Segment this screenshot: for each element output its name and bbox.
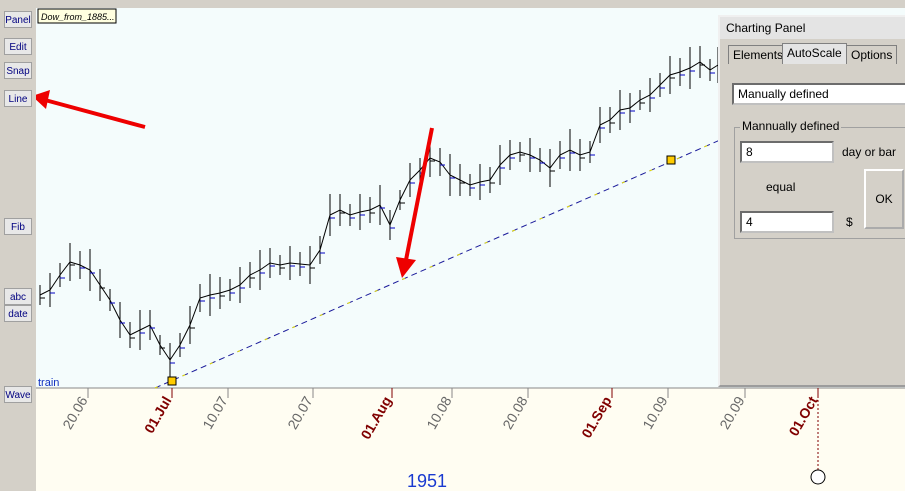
tool-button[interactable]: Fib bbox=[4, 218, 32, 235]
dropdown[interactable]: Manually defined bbox=[732, 83, 905, 105]
tab[interactable]: Options bbox=[846, 45, 898, 64]
tool-button[interactable]: Line bbox=[4, 90, 32, 107]
group-label: Mannually defined bbox=[740, 119, 842, 133]
panel-title: Charting Panel bbox=[720, 17, 905, 39]
arrow-head bbox=[396, 257, 416, 278]
train-label: train bbox=[38, 377, 59, 389]
year-label: 1951 bbox=[407, 471, 447, 491]
handle[interactable] bbox=[167, 376, 177, 386]
x-axis-area bbox=[36, 388, 905, 491]
tool-button[interactable]: Edit bbox=[4, 38, 32, 55]
tab[interactable] bbox=[37, 8, 117, 24]
ok-button[interactable]: OK bbox=[864, 169, 904, 229]
tool-button[interactable]: abc bbox=[4, 288, 32, 305]
arrow-head bbox=[32, 90, 50, 109]
left-toolbar bbox=[0, 8, 36, 491]
chart-tab[interactable]: Dow_from_1885... bbox=[41, 12, 115, 22]
clock-icon bbox=[810, 469, 826, 485]
charting-panel: Charting Panel Elements AutoScale Option… bbox=[718, 15, 905, 387]
top-toolbar bbox=[0, 0, 905, 8]
tool-button[interactable]: Snap bbox=[4, 62, 32, 79]
tool-button[interactable]: date bbox=[4, 305, 32, 322]
tool-button[interactable]: Wave bbox=[4, 386, 32, 403]
tool-button[interactable]: Panel bbox=[4, 11, 32, 28]
equal-label: equal bbox=[766, 180, 796, 194]
handle[interactable] bbox=[666, 155, 676, 165]
input[interactable]: 8 bbox=[740, 141, 834, 163]
arrow bbox=[404, 127, 434, 261]
price-bars bbox=[39, 46, 723, 377]
unit-label: day or bar bbox=[842, 145, 897, 159]
arrow bbox=[44, 98, 146, 129]
input[interactable]: 4 bbox=[740, 211, 834, 233]
tab[interactable]: Elements bbox=[728, 45, 789, 64]
unit-label: $ bbox=[846, 215, 853, 229]
tab-active[interactable]: AutoScale bbox=[782, 43, 847, 64]
trend-line bbox=[154, 139, 721, 389]
